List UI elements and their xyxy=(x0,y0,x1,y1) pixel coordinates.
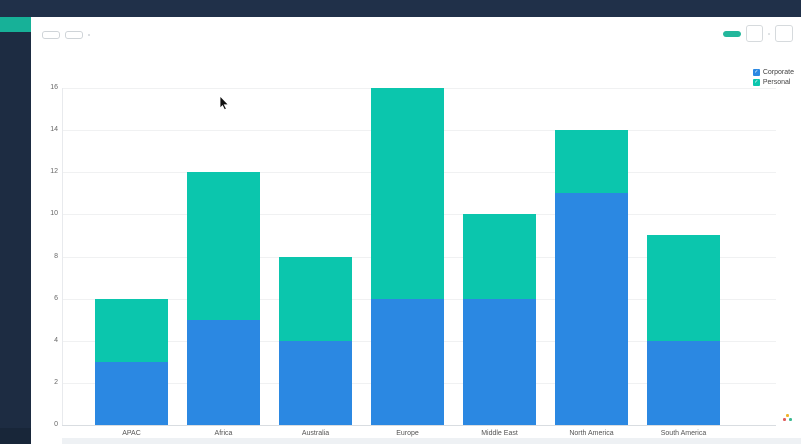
bar-middle-east-personal[interactable] xyxy=(463,214,536,299)
sort-button[interactable] xyxy=(42,31,60,39)
legend-item-personal[interactable]: ✓ Personal xyxy=(752,79,794,86)
legend-checkbox-icon: ✓ xyxy=(752,69,760,76)
bar-north-america-personal[interactable] xyxy=(555,130,628,194)
sidebar-spacer xyxy=(0,32,31,428)
bar-europe-corporate[interactable] xyxy=(371,298,444,425)
underlying-data-button[interactable] xyxy=(65,31,83,39)
header-actions xyxy=(723,25,793,42)
left-sidebar xyxy=(0,17,31,444)
bar-africa-personal[interactable] xyxy=(187,172,260,320)
create-button[interactable] xyxy=(0,17,31,32)
report-settings-button[interactable] xyxy=(775,25,793,42)
bar-australia-personal[interactable] xyxy=(279,256,352,341)
bar-south-america-corporate[interactable] xyxy=(647,340,720,425)
top-bar xyxy=(0,0,801,17)
edit-design-button[interactable] xyxy=(723,30,741,37)
bottom-strip xyxy=(62,438,801,444)
legend-checkbox-icon: ✓ xyxy=(752,79,760,86)
bar-middle-east-corporate[interactable] xyxy=(463,298,536,425)
legend-label: Personal xyxy=(762,79,791,86)
bar-europe-personal[interactable] xyxy=(371,88,444,299)
bar-south-america-personal[interactable] xyxy=(647,235,720,341)
legend-label: Corporate xyxy=(762,69,794,76)
bar-north-america-corporate[interactable] xyxy=(555,193,628,425)
bar-apac-personal[interactable] xyxy=(95,298,168,362)
add-button[interactable] xyxy=(746,25,763,42)
bar-australia-corporate[interactable] xyxy=(279,340,352,425)
report-header xyxy=(31,17,801,24)
chart-legend: ✓ Corporate ✓ Personal xyxy=(752,69,794,86)
legend-item-corporate[interactable]: ✓ Corporate xyxy=(752,69,794,76)
share-actions-group xyxy=(768,32,770,35)
chart-toolbar xyxy=(42,31,801,39)
bar-apac-corporate[interactable] xyxy=(95,361,168,425)
bar-africa-corporate[interactable] xyxy=(187,319,260,425)
sidebar-collapse-button[interactable] xyxy=(0,428,31,444)
chart-type-switcher xyxy=(88,34,90,36)
